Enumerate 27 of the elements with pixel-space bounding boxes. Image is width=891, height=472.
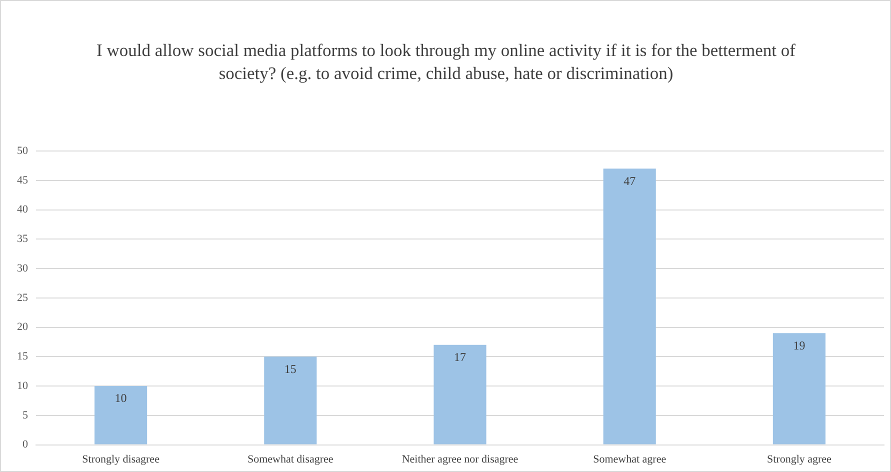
- bar: [264, 356, 317, 444]
- x-tick-label: Neither agree nor disagree: [402, 453, 518, 466]
- y-tick-label: 25: [17, 292, 28, 304]
- x-tick-label: Somewhat disagree: [247, 453, 334, 466]
- y-tick-label: 40: [17, 204, 28, 216]
- bar: [603, 168, 656, 444]
- data-label: 15: [284, 362, 296, 376]
- y-tick-label: 20: [17, 321, 28, 334]
- chart-title: I would allow social media platforms to look through my online activity if it is for the betterment of society? (e.g. to avoid crime, child abuse, hate or discrimination): [96, 39, 796, 84]
- bar: [434, 344, 486, 444]
- data-label: 19: [793, 338, 806, 352]
- y-tick-label: 5: [22, 409, 28, 422]
- x-tick-label: Strongly agree: [766, 453, 832, 466]
- y-tick-label: 30: [17, 262, 28, 274]
- x-tick-label: Strongly disagree: [82, 453, 160, 466]
- y-tick-label: 35: [17, 233, 28, 246]
- y-tick-label: 15: [17, 350, 28, 363]
- x-tick-label: Somewhat agree: [593, 453, 666, 466]
- data-label: 47: [624, 174, 636, 188]
- y-tick-label: 50: [17, 144, 28, 157]
- y-tick-label: 45: [17, 174, 28, 186]
- data-label: 10: [114, 391, 127, 406]
- data-label: 17: [454, 350, 466, 364]
- bar: [772, 333, 826, 444]
- y-tick-label: 0: [22, 438, 28, 451]
- y-tick-label: 10: [17, 380, 28, 392]
- bar: [94, 386, 148, 444]
